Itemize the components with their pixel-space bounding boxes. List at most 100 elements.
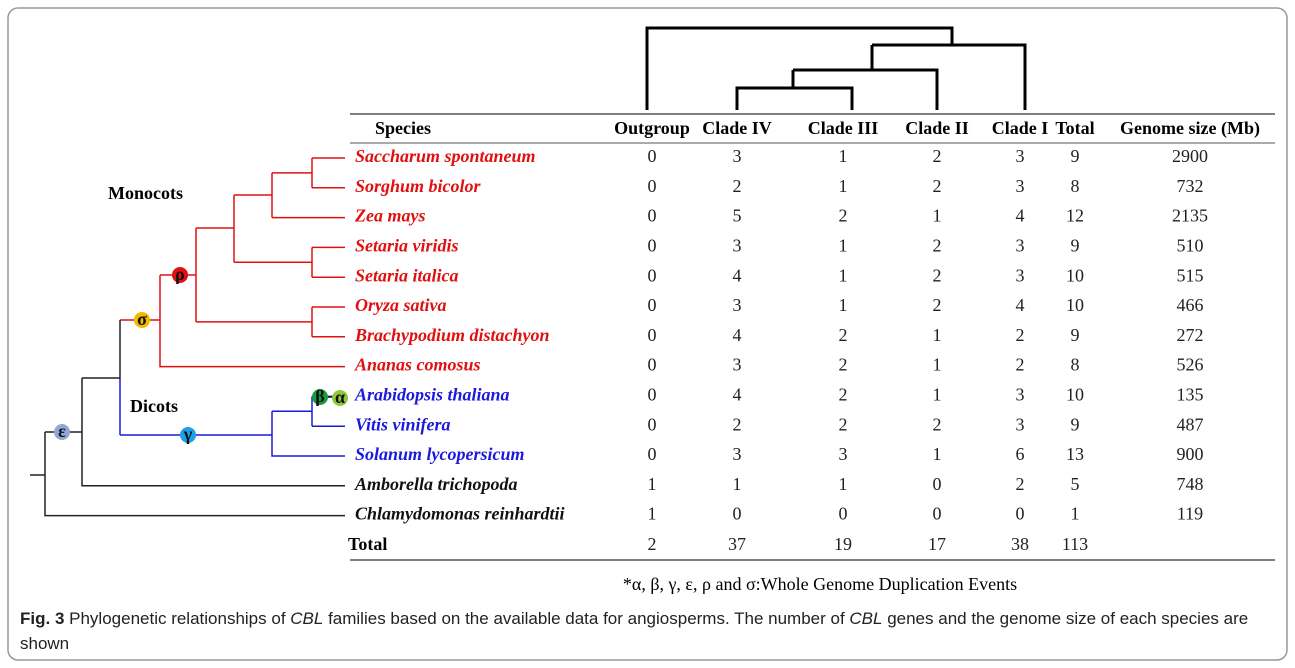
species-name: Setaria italica — [355, 265, 459, 285]
header-cell: Clade II — [905, 118, 969, 138]
table-cell: 3 — [1016, 414, 1025, 434]
table-cell: 2 — [733, 176, 742, 196]
table-cell: 2 — [933, 265, 942, 285]
table-cell: 2 — [839, 206, 848, 226]
table-cell: 19 — [834, 534, 852, 554]
table-cell: 2 — [933, 236, 942, 256]
table-cell: 9 — [1071, 325, 1080, 345]
wgd-label: β — [315, 386, 324, 406]
table-cell: 12 — [1066, 206, 1084, 226]
table-cell: 0 — [648, 176, 657, 196]
table-cell: 748 — [1177, 474, 1204, 494]
caption-gene: CBL — [849, 609, 883, 628]
table-cell: 0 — [648, 355, 657, 375]
wgd-label: ε — [58, 421, 66, 441]
table-cell: 487 — [1177, 414, 1204, 434]
table-cell: 3 — [733, 444, 742, 464]
caption-gene: CBL — [290, 609, 324, 628]
table-cell: 0 — [933, 474, 942, 494]
table-cell: 1 — [933, 206, 942, 226]
species-name: Setaria viridis — [355, 236, 459, 256]
species-name: Sorghum bicolor — [355, 176, 482, 196]
group-label: Dicots — [130, 396, 178, 416]
table-cell: 2 — [933, 295, 942, 315]
table-cell: 900 — [1177, 444, 1204, 464]
table-cell: 2 — [733, 414, 742, 434]
header-cell: Clade I — [992, 118, 1049, 138]
header-cell: Genome size (Mb) — [1120, 118, 1260, 139]
table-cell: 3 — [1016, 385, 1025, 405]
table-cell: 2 — [1016, 355, 1025, 375]
wgd-event — [54, 424, 70, 440]
table-cell: 1 — [933, 355, 942, 375]
table-cell: 5 — [733, 206, 742, 226]
table-cell: 3 — [733, 236, 742, 256]
table-cell: 1 — [839, 146, 848, 166]
table-cell: 13 — [1066, 444, 1084, 464]
caption-text: families based on the available data for… — [323, 609, 850, 628]
table-cell: 272 — [1177, 325, 1204, 345]
species-name: Amborella trichopoda — [354, 474, 518, 494]
table-cell: 1 — [839, 176, 848, 196]
clade-tree — [645, 26, 1027, 110]
header-cell: Clade III — [808, 118, 879, 138]
table-cell: 8 — [1071, 176, 1080, 196]
table-cell: 6 — [1016, 444, 1025, 464]
table-cell: 515 — [1177, 265, 1204, 285]
table-cell: 0 — [1016, 504, 1025, 524]
table-cell: 1 — [839, 265, 848, 285]
table-cell: 3 — [1016, 176, 1025, 196]
table-cell: 2 — [933, 176, 942, 196]
table-cell: 3 — [1016, 236, 1025, 256]
table-cell: 2 — [839, 355, 848, 375]
table-cell: 0 — [648, 206, 657, 226]
group-label: Monocots — [108, 183, 183, 203]
wgd-label: σ — [137, 309, 147, 329]
wgd-event — [172, 267, 188, 283]
table-cell: 9 — [1071, 414, 1080, 434]
table-cell: 2 — [648, 534, 657, 554]
table-cell: 526 — [1177, 355, 1204, 375]
wgd-event — [332, 390, 348, 406]
table-cell: 3 — [733, 295, 742, 315]
table-cell: 2 — [839, 414, 848, 434]
table-cell: 2 — [1016, 325, 1025, 345]
header-cell: Species — [375, 118, 431, 138]
table-cell: 4 — [733, 385, 742, 405]
table-cell: 9 — [1071, 146, 1080, 166]
table: Species Outgroup Clade IV Clade III Clade II… — [348, 113, 1275, 561]
table-cell: 0 — [648, 414, 657, 434]
total-label: Total — [348, 534, 387, 554]
species-name: Solanum lycopersicum — [355, 444, 525, 464]
table-cell: 0 — [648, 236, 657, 256]
tree: Monocots Dicots ε σ ρ γ β α — [30, 26, 1027, 517]
table-cell: 1 — [839, 474, 848, 494]
table-cell: 4 — [1016, 295, 1025, 315]
table-cell: 10 — [1066, 265, 1084, 285]
species-name: Saccharum spontaneum — [355, 146, 536, 166]
species-name: Arabidopsis thaliana — [354, 385, 510, 405]
table-cell: 38 — [1011, 534, 1029, 554]
caption-label: Fig. 3 — [20, 609, 65, 628]
dicot-branch — [119, 378, 345, 457]
table-cell: 1 — [733, 474, 742, 494]
wgd-label: ρ — [175, 264, 185, 284]
species-name: Vitis vinifera — [355, 414, 451, 434]
table-cell: 0 — [648, 295, 657, 315]
table-cell: 1 — [933, 444, 942, 464]
outer-branch — [30, 320, 345, 517]
table-cell: 8 — [1071, 355, 1080, 375]
table-cell: 3 — [733, 146, 742, 166]
species-name: Zea mays — [354, 206, 425, 226]
table-cell: 135 — [1177, 385, 1204, 405]
table-cell: 2900 — [1172, 146, 1208, 166]
table-cell: 3 — [1016, 146, 1025, 166]
wgd-label: α — [335, 387, 345, 407]
table-cell: 119 — [1177, 504, 1203, 524]
table-cell: 2135 — [1172, 206, 1208, 226]
table-cell: 2 — [839, 325, 848, 345]
table-cell: 4 — [733, 265, 742, 285]
table-cell: 732 — [1177, 176, 1204, 196]
caption: Fig. 3 Phylogenetic relationships of CBL… — [20, 606, 1275, 656]
